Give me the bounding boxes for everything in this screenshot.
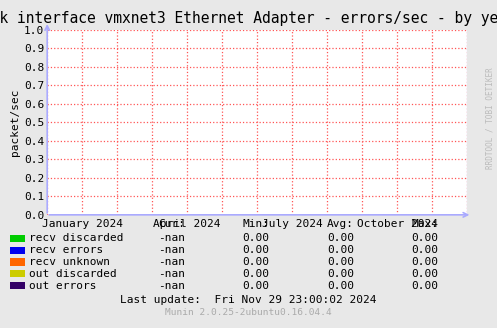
Text: 0.00: 0.00 (412, 281, 438, 291)
Text: 0.00: 0.00 (412, 257, 438, 267)
Text: 0.00: 0.00 (243, 234, 269, 243)
Text: Min:: Min: (243, 219, 269, 229)
Text: recv discarded: recv discarded (29, 234, 123, 243)
Text: Cur:: Cur: (158, 219, 185, 229)
Text: -nan: -nan (158, 269, 185, 279)
Text: Munin 2.0.25-2ubuntu0.16.04.4: Munin 2.0.25-2ubuntu0.16.04.4 (165, 308, 332, 317)
Text: Avg:: Avg: (327, 219, 354, 229)
Text: 0.00: 0.00 (243, 281, 269, 291)
Text: 0.00: 0.00 (243, 245, 269, 255)
Text: -nan: -nan (158, 234, 185, 243)
Text: Network interface vmxnet3 Ethernet Adapter - errors/sec - by year: Network interface vmxnet3 Ethernet Adapt… (0, 11, 497, 27)
Text: -nan: -nan (158, 281, 185, 291)
Text: -nan: -nan (158, 257, 185, 267)
Text: 0.00: 0.00 (327, 245, 354, 255)
Text: recv unknown: recv unknown (29, 257, 110, 267)
Text: Max:: Max: (412, 219, 438, 229)
Text: 0.00: 0.00 (327, 281, 354, 291)
Text: RRDTOOL / TOBI OETIKER: RRDTOOL / TOBI OETIKER (486, 67, 495, 169)
Text: 0.00: 0.00 (412, 245, 438, 255)
Text: Last update:  Fri Nov 29 23:00:02 2024: Last update: Fri Nov 29 23:00:02 2024 (120, 295, 377, 305)
Text: 0.00: 0.00 (243, 257, 269, 267)
Text: 0.00: 0.00 (243, 269, 269, 279)
Text: out discarded: out discarded (29, 269, 117, 279)
Text: out errors: out errors (29, 281, 96, 291)
Text: 0.00: 0.00 (327, 257, 354, 267)
Text: 0.00: 0.00 (412, 234, 438, 243)
Text: 0.00: 0.00 (327, 269, 354, 279)
Y-axis label: packet/sec: packet/sec (10, 89, 20, 156)
Text: recv errors: recv errors (29, 245, 103, 255)
Text: 0.00: 0.00 (412, 269, 438, 279)
Text: 0.00: 0.00 (327, 234, 354, 243)
Text: -nan: -nan (158, 245, 185, 255)
